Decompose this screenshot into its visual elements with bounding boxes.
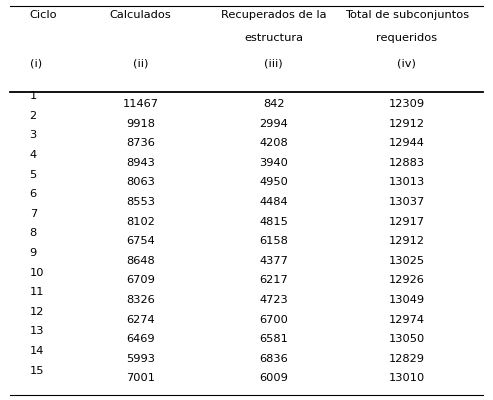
Text: 12883: 12883 xyxy=(388,158,425,168)
Text: 4: 4 xyxy=(30,150,36,160)
Text: Calculados: Calculados xyxy=(109,10,172,20)
Text: 12309: 12309 xyxy=(388,99,425,109)
Text: 5993: 5993 xyxy=(126,354,155,364)
Text: 8943: 8943 xyxy=(126,158,155,168)
Text: 6: 6 xyxy=(30,189,36,199)
Text: (iv): (iv) xyxy=(397,58,416,68)
Text: 4484: 4484 xyxy=(259,197,288,207)
Text: 12: 12 xyxy=(30,307,44,317)
Text: 4815: 4815 xyxy=(259,216,288,226)
Text: 4950: 4950 xyxy=(259,177,288,187)
Text: 10: 10 xyxy=(30,268,44,278)
Text: 842: 842 xyxy=(263,99,284,109)
Text: 15: 15 xyxy=(30,366,44,376)
Text: 8102: 8102 xyxy=(126,216,155,226)
Text: 6836: 6836 xyxy=(259,354,288,364)
Text: 6754: 6754 xyxy=(126,236,155,246)
Text: 6274: 6274 xyxy=(126,314,155,324)
Text: 3: 3 xyxy=(30,130,37,140)
Text: 6469: 6469 xyxy=(126,334,155,344)
Text: 4723: 4723 xyxy=(259,295,288,305)
Text: 4208: 4208 xyxy=(259,138,288,148)
Text: 8063: 8063 xyxy=(126,177,155,187)
Text: 11467: 11467 xyxy=(122,99,159,109)
Text: 7: 7 xyxy=(30,209,37,219)
Text: 12912: 12912 xyxy=(388,118,425,128)
Text: 8648: 8648 xyxy=(126,256,155,266)
Text: 2: 2 xyxy=(30,111,36,121)
Text: (i): (i) xyxy=(30,58,42,68)
Text: 13013: 13013 xyxy=(388,177,425,187)
Text: 13049: 13049 xyxy=(388,295,425,305)
Text: Recuperados de la: Recuperados de la xyxy=(221,10,326,20)
Text: 6217: 6217 xyxy=(259,275,288,285)
Text: 14: 14 xyxy=(30,346,44,356)
Text: 13037: 13037 xyxy=(388,197,425,207)
Text: 8326: 8326 xyxy=(126,295,155,305)
Text: 12912: 12912 xyxy=(388,236,425,246)
Text: 13010: 13010 xyxy=(388,373,425,383)
Text: 3940: 3940 xyxy=(259,158,288,168)
Text: 6158: 6158 xyxy=(259,236,288,246)
Text: 11: 11 xyxy=(30,287,44,297)
Text: 9918: 9918 xyxy=(126,118,155,128)
Text: 12926: 12926 xyxy=(389,275,424,285)
Text: 7001: 7001 xyxy=(126,373,155,383)
Text: 13050: 13050 xyxy=(388,334,425,344)
Text: 6709: 6709 xyxy=(126,275,155,285)
Text: 12974: 12974 xyxy=(388,314,425,324)
Text: 1: 1 xyxy=(30,91,37,101)
Text: Ciclo: Ciclo xyxy=(30,10,57,20)
Text: 13025: 13025 xyxy=(388,256,425,266)
Text: 4377: 4377 xyxy=(259,256,288,266)
Text: 6009: 6009 xyxy=(259,373,288,383)
Text: 12829: 12829 xyxy=(388,354,425,364)
Text: 13: 13 xyxy=(30,326,44,336)
Text: 8553: 8553 xyxy=(126,197,155,207)
Text: 8: 8 xyxy=(30,228,37,238)
Text: (ii): (ii) xyxy=(133,58,148,68)
Text: 6581: 6581 xyxy=(259,334,288,344)
Text: Total de subconjuntos: Total de subconjuntos xyxy=(345,10,469,20)
Text: 9: 9 xyxy=(30,248,37,258)
Text: 8736: 8736 xyxy=(126,138,155,148)
Text: 2994: 2994 xyxy=(259,118,288,128)
Text: (iii): (iii) xyxy=(264,58,283,68)
Text: requeridos: requeridos xyxy=(376,33,437,43)
Text: 6700: 6700 xyxy=(259,314,288,324)
Text: 12917: 12917 xyxy=(388,216,425,226)
Text: estructura: estructura xyxy=(244,33,303,43)
Text: 5: 5 xyxy=(30,170,37,180)
Text: 12944: 12944 xyxy=(389,138,424,148)
